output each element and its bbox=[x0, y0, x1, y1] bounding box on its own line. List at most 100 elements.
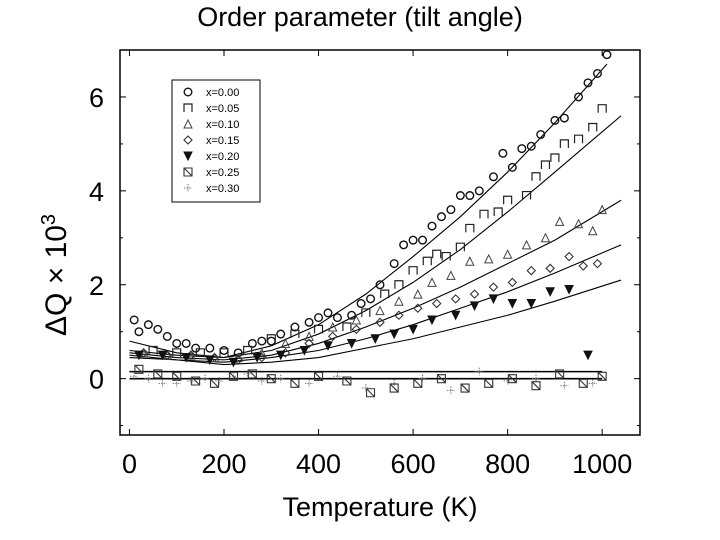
data-point-x-0-30 bbox=[158, 379, 167, 388]
data-point-x-0-00 bbox=[389, 259, 399, 269]
data-point-x-0-05 bbox=[540, 160, 551, 170]
data-point-x-0-25 bbox=[531, 381, 541, 391]
data-point-x-0-15 bbox=[592, 258, 603, 269]
data-point-x-0-00 bbox=[162, 331, 172, 341]
data-point-x-0-00 bbox=[276, 329, 286, 339]
legend-label: x=0.05 bbox=[206, 103, 239, 115]
data-point-x-0-30 bbox=[361, 384, 370, 393]
data-point-x-0-05 bbox=[550, 153, 560, 162]
data-point-x-0-10 bbox=[597, 204, 607, 215]
data-point-x-0-30 bbox=[243, 369, 252, 378]
data-point-x-0-20 bbox=[469, 301, 480, 312]
data-point-x-0-05 bbox=[313, 324, 324, 334]
data-point-x-0-00 bbox=[550, 115, 560, 125]
data-point-x-0-05 bbox=[290, 329, 300, 339]
data-point-x-0-00 bbox=[436, 212, 446, 222]
data-point-x-0-30 bbox=[532, 374, 540, 383]
data-point-x-0-00 bbox=[247, 338, 257, 348]
data-point-x-0-30 bbox=[560, 381, 569, 390]
y-tick-label: 0 bbox=[89, 365, 104, 395]
data-point-x-0-20 bbox=[299, 345, 310, 356]
data-point-x-0-05 bbox=[266, 334, 276, 343]
data-point-x-0-20 bbox=[157, 350, 168, 361]
data-point-x-0-15 bbox=[469, 289, 480, 299]
data-point-x-0-00 bbox=[181, 338, 191, 348]
y-tick-label: 4 bbox=[89, 177, 104, 207]
data-point-x-0-25 bbox=[413, 378, 423, 388]
x-tick-label: 200 bbox=[201, 449, 246, 479]
data-point-x-0-30 bbox=[144, 374, 153, 383]
data-point-x-0-30 bbox=[333, 372, 342, 381]
data-point-x-0-20 bbox=[252, 353, 262, 363]
data-point-x-0-00 bbox=[191, 343, 201, 353]
data-point-x-0-30 bbox=[305, 379, 314, 388]
data-point-x-0-25 bbox=[228, 371, 239, 381]
legend-marker bbox=[183, 135, 193, 145]
data-point-x-0-10 bbox=[554, 216, 565, 226]
data-point-x-0-05 bbox=[432, 249, 442, 259]
data-point-x-0-10 bbox=[465, 256, 475, 266]
data-point-x-0-20 bbox=[134, 350, 144, 361]
y-tick-label: 2 bbox=[89, 271, 104, 301]
data-point-x-0-05 bbox=[559, 139, 569, 148]
data-point-x-0-05 bbox=[441, 251, 451, 261]
data-point-x-0-00 bbox=[375, 280, 385, 290]
legend-label: x=0.20 bbox=[206, 151, 239, 163]
legend-label: x=0.30 bbox=[206, 183, 239, 195]
data-point-x-0-00 bbox=[446, 205, 456, 215]
data-point-x-0-00 bbox=[323, 308, 333, 318]
data-point-x-0-10 bbox=[502, 249, 513, 259]
data-point-x-0-20 bbox=[427, 315, 437, 326]
data-point-x-0-10 bbox=[587, 225, 598, 236]
data-point-x-0-00 bbox=[153, 324, 163, 334]
data-point-x-0-30 bbox=[201, 374, 210, 383]
data-point-x-0-00 bbox=[559, 113, 569, 123]
data-point-x-0-00 bbox=[134, 327, 144, 337]
data-point-x-0-20 bbox=[583, 350, 593, 361]
data-point-x-0-10 bbox=[327, 321, 338, 332]
data-point-x-0-10 bbox=[483, 253, 494, 264]
data-point-x-0-05 bbox=[394, 280, 404, 289]
data-point-x-0-00 bbox=[332, 313, 342, 323]
data-point-x-0-05 bbox=[531, 172, 541, 181]
data-point-x-0-05 bbox=[219, 348, 229, 357]
data-point-x-0-05 bbox=[455, 242, 465, 252]
data-point-x-0-30 bbox=[503, 377, 512, 386]
data-point-x-0-25 bbox=[507, 374, 517, 384]
legend-marker bbox=[183, 103, 193, 112]
data-point-x-0-00 bbox=[517, 144, 527, 154]
data-point-x-0-25 bbox=[290, 378, 300, 388]
data-point-x-0-25 bbox=[365, 388, 376, 398]
data-point-x-0-30 bbox=[215, 377, 224, 386]
data-point-x-0-25 bbox=[153, 369, 163, 379]
legend-marker bbox=[183, 167, 193, 177]
data-point-x-0-05 bbox=[573, 134, 584, 144]
legend-box bbox=[171, 79, 261, 203]
data-point-x-0-25 bbox=[191, 376, 201, 386]
data-point-x-0-25 bbox=[460, 383, 470, 393]
data-point-x-0-10 bbox=[280, 338, 291, 348]
data-point-x-0-25 bbox=[313, 371, 324, 381]
data-point-x-0-20 bbox=[370, 334, 381, 344]
legend-label: x=0.25 bbox=[206, 167, 239, 179]
data-point-x-0-15 bbox=[564, 251, 574, 262]
data-point-x-0-05 bbox=[479, 209, 489, 219]
data-point-x-0-00 bbox=[498, 148, 508, 158]
data-point-x-0-10 bbox=[573, 218, 584, 229]
data-point-x-0-25 bbox=[389, 383, 399, 393]
plot-frame bbox=[119, 49, 641, 436]
data-point-x-0-05 bbox=[408, 266, 418, 275]
data-point-x-0-10 bbox=[304, 331, 314, 341]
data-point-x-0-25 bbox=[209, 378, 220, 388]
data-point-x-0-30 bbox=[130, 372, 139, 381]
data-point-x-0-30 bbox=[390, 379, 399, 388]
data-point-x-0-25 bbox=[484, 378, 494, 388]
legend-marker bbox=[183, 151, 193, 162]
data-point-x-0-00 bbox=[219, 345, 229, 355]
data-point-x-0-25 bbox=[342, 376, 352, 386]
data-point-x-0-00 bbox=[143, 320, 153, 330]
x-tick-label: 800 bbox=[485, 449, 530, 479]
data-point-x-0-20 bbox=[228, 357, 239, 368]
data-point-x-0-10 bbox=[413, 289, 423, 299]
data-point-x-0-00 bbox=[347, 310, 357, 320]
